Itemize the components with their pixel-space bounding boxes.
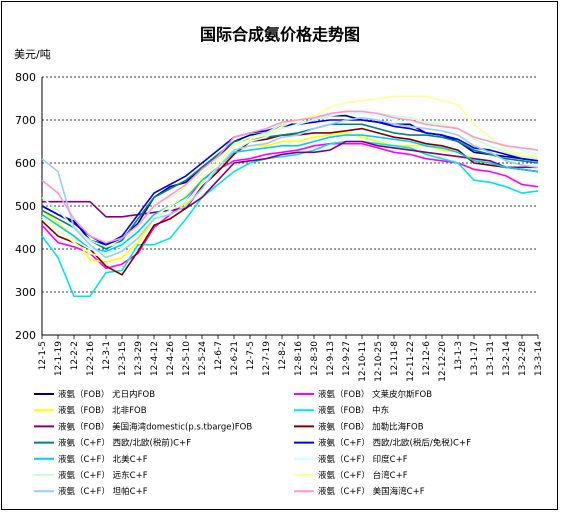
x-tick-12-3-29: 12-3-29 <box>134 341 144 376</box>
series-line-5 <box>42 140 538 218</box>
y-tick-500: 500 <box>15 200 36 213</box>
x-tick-12-7-5: 12-7-5 <box>246 341 256 370</box>
legend-label-3: 液氨（FOB） 北非FOB <box>58 405 147 416</box>
legend-label-13: 液氨（C+F） 坦帕C+F <box>58 486 148 497</box>
legend-label-9: 液氨（C+F） 北美C+F <box>58 454 148 465</box>
series-line-8 <box>41 119 539 246</box>
y-tick-200: 200 <box>15 329 36 342</box>
y-axis-unit: 美元/吨 <box>14 48 51 61</box>
legend-label-8: 液氨（C+F） 西欧/北欧(税后/免税)C+F <box>318 438 471 449</box>
legend-label-6: 液氨（FOB） 加勒比海FOB <box>318 421 424 432</box>
legend-label-12: 液氨（C+F） 台湾C+F <box>318 470 408 481</box>
x-tick-12-5-10: 12-5-10 <box>182 341 192 376</box>
x-tick-12-11-22: 12-11-22 <box>406 341 416 382</box>
chart-title: 国际合成氨价格走势图 <box>200 25 360 44</box>
x-tick-12-8-2: 12-8-2 <box>278 341 288 370</box>
x-tick-12-2-16: 12-2-16 <box>86 341 96 376</box>
x-tick-13-1-31: 13-1-31 <box>486 341 496 376</box>
x-tick-12-10-11: 12-10-11 <box>358 341 368 382</box>
series-line-6 <box>41 127 539 276</box>
series-line-9 <box>41 134 539 252</box>
series-lines <box>41 95 539 298</box>
x-tick-12-9-27: 12-9-27 <box>342 341 352 376</box>
y-tick-300: 300 <box>15 286 36 299</box>
x-tick-12-2-2: 12-2-2 <box>70 341 80 370</box>
x-tick-12-9-13: 12-9-13 <box>326 341 336 376</box>
x-tick-12-5-24: 12-5-24 <box>198 341 208 376</box>
y-tick-400: 400 <box>15 243 36 256</box>
x-tick-12-8-16: 12-8-16 <box>294 341 304 376</box>
x-tick-13-1-17: 13-1-17 <box>470 341 480 376</box>
x-tick-12-1-5: 12-1-5 <box>38 341 48 370</box>
series-line-14 <box>41 110 539 244</box>
legend-label-2: 液氨（FOB） 文莱皮尔斯FOB <box>318 389 432 400</box>
legend-label-5: 液氨（FOB） 美国海湾domestic(p.s.tbarge)FOB <box>58 421 252 432</box>
x-tick-13-3-14: 13-3-14 <box>534 341 544 376</box>
x-tick-12-12-6: 12-12-6 <box>422 341 432 376</box>
x-tick-12-3-1: 12-3-1 <box>102 341 112 370</box>
series-line-13 <box>41 117 539 259</box>
legend-label-14: 液氨（C+F） 美国海湾C+F <box>318 486 425 497</box>
x-tick-12-7-19: 12-7-19 <box>262 341 272 376</box>
y-tick-700: 700 <box>15 114 36 127</box>
x-tick-12-12-20: 12-12-20 <box>438 341 448 382</box>
legend: 液氨（FOB） 尤日内FOB 液氨（FOB） 文莱皮尔斯FOB 液氨（FOB） 北非… <box>34 389 471 497</box>
x-tick-13-2-14: 13-2-14 <box>502 341 512 376</box>
series-line-4 <box>41 140 539 298</box>
x-tick-12-6-7: 12-6-7 <box>214 341 224 370</box>
legend-label-4: 液氨（FOB） 中东 <box>318 405 389 416</box>
x-tick-12-4-26: 12-4-26 <box>166 341 176 376</box>
x-tick-12-11-8: 12-11-8 <box>390 341 400 376</box>
x-tick-12-3-15: 12-3-15 <box>118 341 128 376</box>
axes <box>41 77 539 339</box>
y-tick-labels: 200 300 400 500 600 700 800 <box>15 71 36 342</box>
legend-label-1: 液氨（FOB） 尤日内FOB <box>58 389 155 400</box>
x-tick-13-1-3: 13-1-3 <box>454 341 464 370</box>
legend-label-11: 液氨（C+F） 远东C+F <box>58 470 148 481</box>
x-tick-12-10-25: 12-10-25 <box>374 341 384 382</box>
x-tick-12-6-21: 12-6-21 <box>230 341 240 376</box>
x-tick-13-2-28: 13-2-28 <box>518 341 528 376</box>
legend-label-7: 液氨（C+F） 西欧/北欧(税前)C+F <box>58 438 191 449</box>
x-tick-labels: 12-1-5 12-1-19 12-2-2 12-2-16 12-3-1 12-3-15 1… <box>38 341 544 382</box>
y-tick-600: 600 <box>15 157 36 170</box>
x-tick-12-1-19: 12-1-19 <box>54 341 64 376</box>
y-tick-800: 800 <box>15 71 36 84</box>
legend-label-10: 液氨（C+F） 印度C+F <box>318 454 408 465</box>
x-tick-12-4-12: 12-4-12 <box>150 341 160 376</box>
x-tick-12-8-30: 12-8-30 <box>310 341 320 376</box>
